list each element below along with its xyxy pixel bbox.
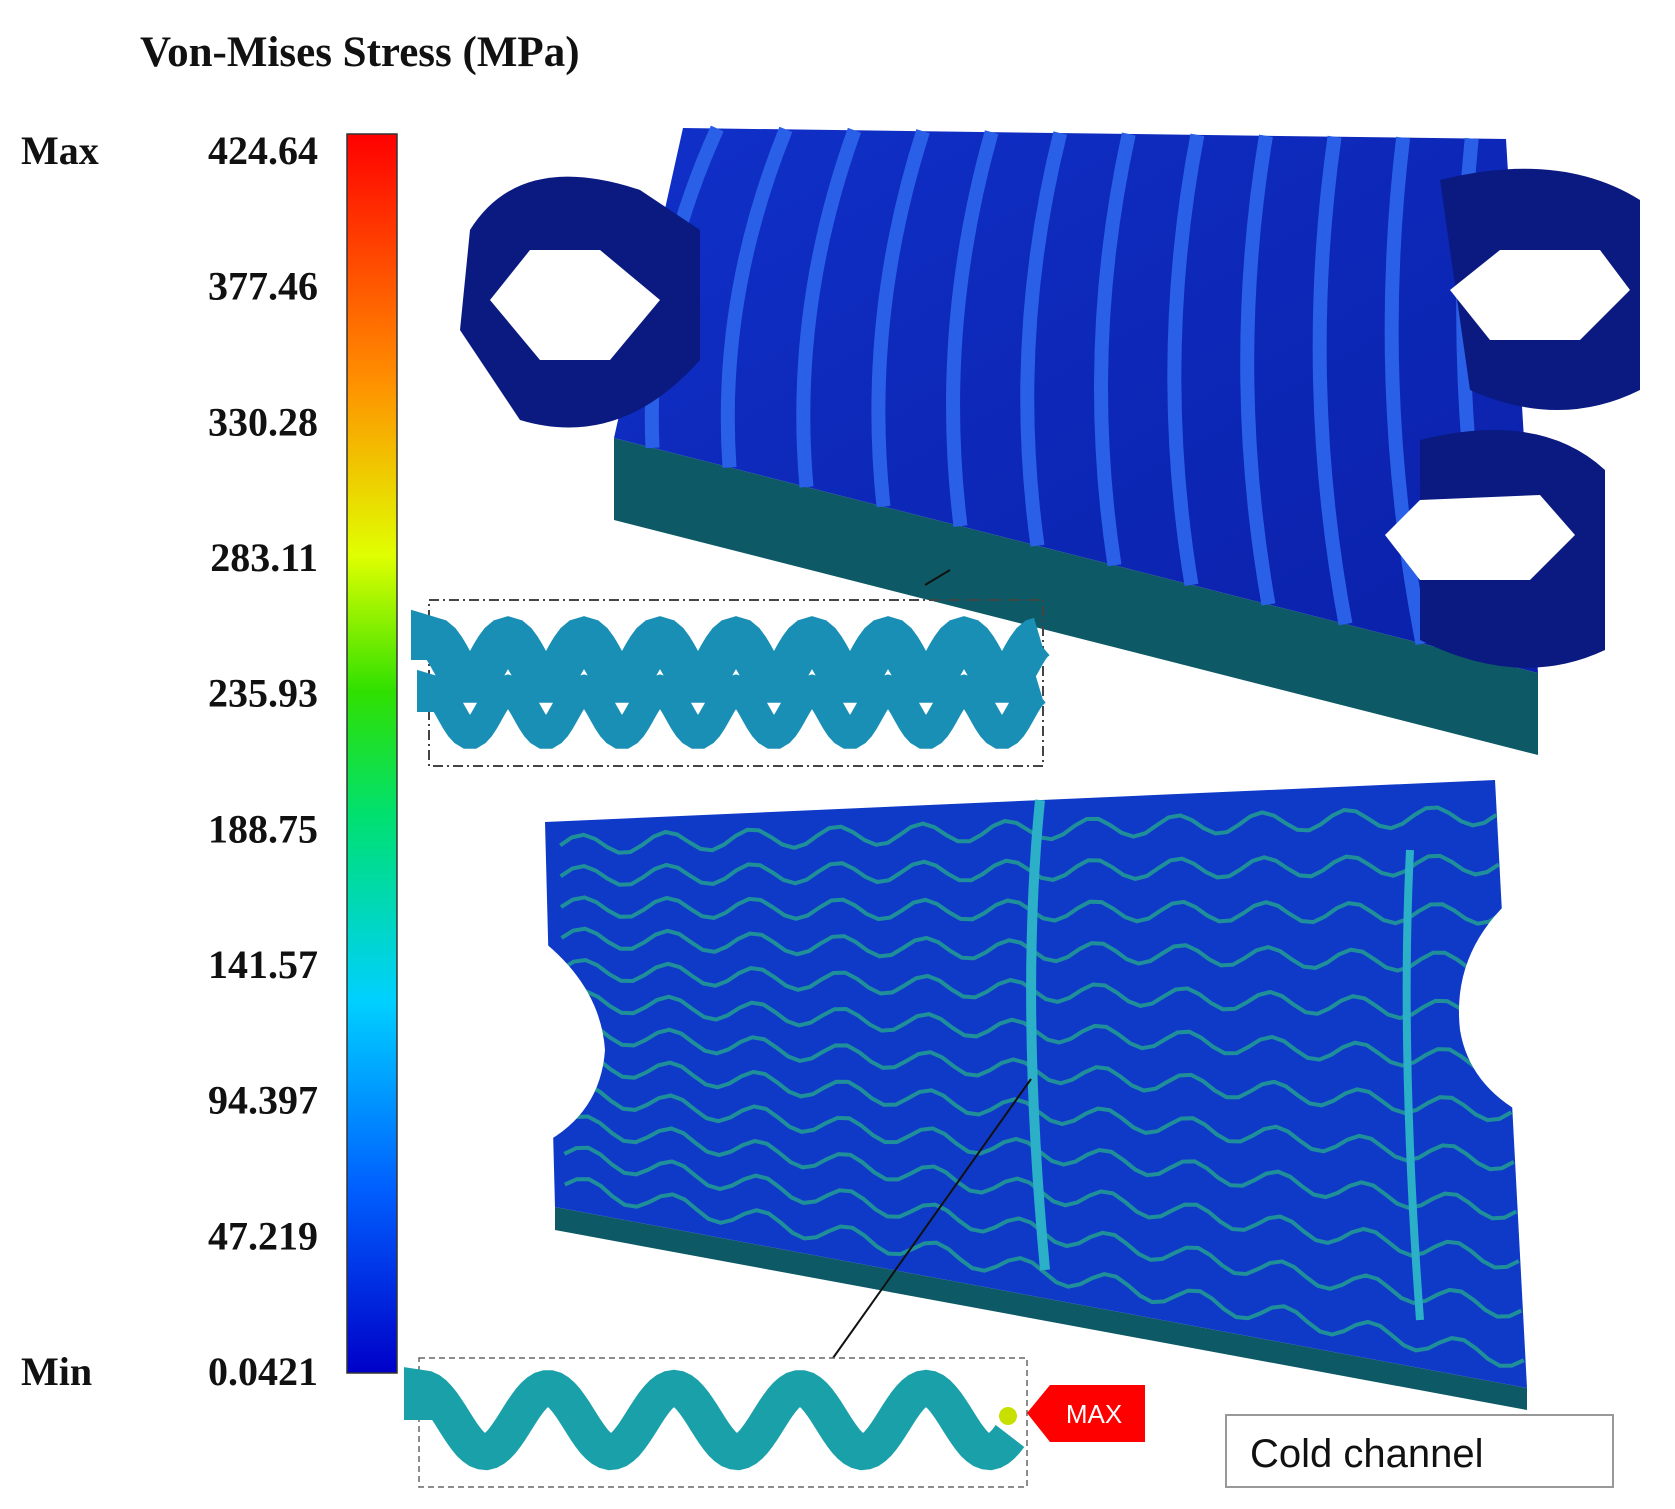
- hot-plate-render: [460, 125, 1640, 755]
- colorbar-tick-label: 47.219: [208, 1213, 318, 1258]
- inset-frame: [428, 599, 1044, 767]
- cold-plate-render: [528, 780, 1535, 1410]
- colorbar-tick-label: 141.57: [208, 942, 318, 987]
- colorbar-tick-label: 377.46: [208, 264, 318, 309]
- colorbar-tick-label: 235.93: [208, 671, 318, 716]
- min-label: Min: [21, 1349, 92, 1394]
- colorbar-tick-label: 424.64: [208, 128, 318, 173]
- colorbar-tick-label: 330.28: [208, 399, 318, 444]
- colorbar-tick-label: 283.11: [210, 535, 318, 580]
- max-label: Max: [21, 128, 99, 173]
- colorbar-tick-label: 0.0421: [208, 1349, 318, 1394]
- channel-label: Cold channel: [1250, 1432, 1484, 1476]
- colorbar: [346, 133, 398, 1374]
- channel-box: [1225, 1414, 1614, 1488]
- colorbar-tick-label: 188.75: [208, 806, 318, 851]
- inset-frame: [418, 1357, 1028, 1488]
- max-marker-label: MAX: [1066, 1399, 1122, 1429]
- colorbar-tick-label: 94.397: [208, 1078, 318, 1123]
- title: Von-Mises Stress (MPa): [140, 29, 580, 76]
- max-marker: [1027, 1385, 1145, 1442]
- colorbar-ticks: 424.64 377.46 330.28 283.11 235.93 188.75 141.…: [208, 128, 318, 1394]
